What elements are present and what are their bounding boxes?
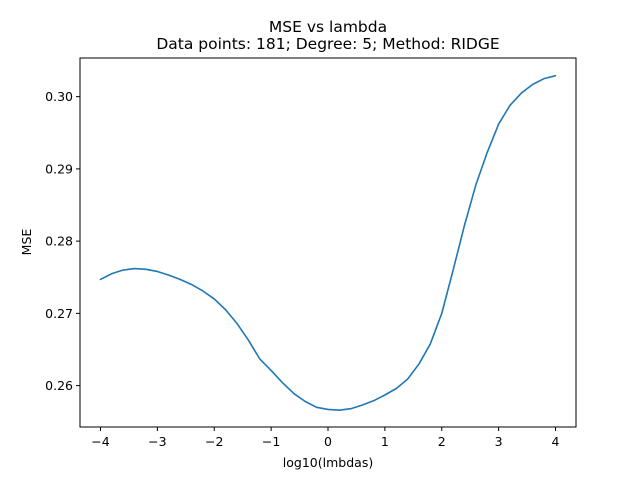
x-tick-label: 2 <box>438 434 446 449</box>
x-axis: −4 −3 −2 −1 0 1 2 3 4 <box>91 427 560 449</box>
chart-subtitle: Data points: 181; Degree: 5; Method: RID… <box>156 35 499 53</box>
y-tick-label: 0.29 <box>45 161 73 176</box>
x-tick-label: 3 <box>495 434 503 449</box>
x-tick-label: −4 <box>91 434 109 449</box>
series-line <box>99 74 557 411</box>
y-tick-label: 0.27 <box>45 306 73 321</box>
x-tick-label: 0 <box>324 434 332 449</box>
x-tick-label: −1 <box>262 434 280 449</box>
y-axis-label: MSE <box>19 229 34 256</box>
x-tick-label: 4 <box>552 434 560 449</box>
x-axis-label: log10(lmbdas) <box>283 455 373 470</box>
y-tick-label: 0.30 <box>45 89 73 104</box>
y-tick-label: 0.28 <box>45 234 73 249</box>
x-tick-label: −3 <box>148 434 166 449</box>
y-axis: 0.26 0.27 0.28 0.29 0.30 <box>45 89 80 393</box>
plot-area <box>99 74 557 411</box>
y-tick-label: 0.26 <box>45 378 73 393</box>
x-tick-label: −2 <box>205 434 223 449</box>
x-tick-label: 1 <box>381 434 389 449</box>
chart-title: MSE vs lambda <box>269 18 387 36</box>
axes-frame <box>79 57 577 428</box>
